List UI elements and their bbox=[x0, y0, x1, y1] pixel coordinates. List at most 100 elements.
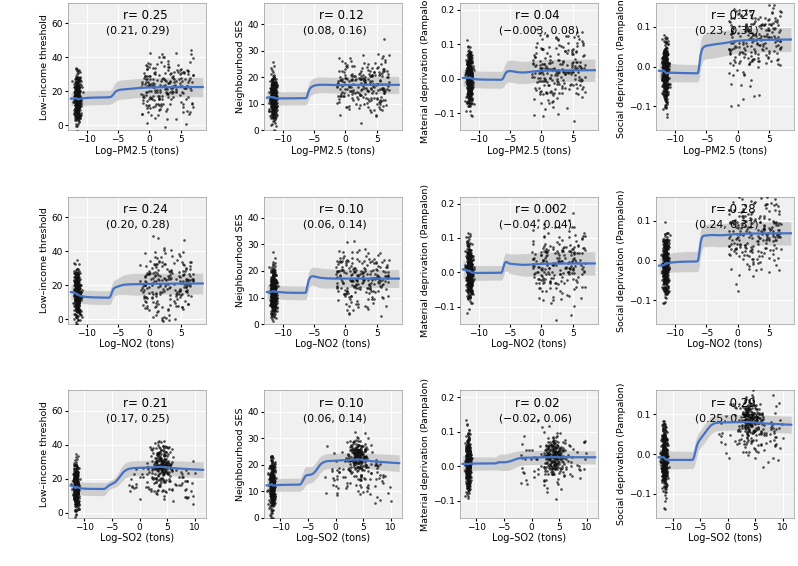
Point bbox=[463, 85, 476, 94]
Point bbox=[559, 263, 572, 272]
Point bbox=[72, 88, 85, 97]
Point bbox=[330, 281, 343, 290]
Point bbox=[68, 464, 81, 473]
Point bbox=[464, 286, 476, 295]
Point bbox=[464, 83, 476, 92]
Point bbox=[753, 417, 766, 426]
Point bbox=[271, 278, 284, 287]
Point bbox=[660, 471, 673, 480]
Point bbox=[265, 479, 278, 488]
Point bbox=[335, 274, 348, 283]
Point bbox=[352, 459, 365, 468]
Point bbox=[768, 194, 781, 203]
Point bbox=[737, 71, 750, 80]
Point bbox=[658, 266, 671, 275]
Point bbox=[660, 435, 673, 444]
Point bbox=[535, 76, 547, 85]
Point bbox=[462, 75, 475, 84]
Point bbox=[269, 306, 282, 315]
Point bbox=[70, 87, 83, 96]
Point bbox=[351, 433, 364, 442]
Point bbox=[155, 449, 168, 458]
Point bbox=[656, 483, 669, 492]
Point bbox=[353, 453, 365, 462]
Point bbox=[69, 498, 82, 507]
Point bbox=[71, 99, 84, 108]
Point bbox=[74, 80, 87, 89]
Point bbox=[461, 280, 474, 289]
Point bbox=[658, 66, 670, 75]
Point bbox=[548, 454, 561, 464]
Point bbox=[464, 63, 476, 72]
Point bbox=[462, 434, 475, 443]
Point bbox=[463, 468, 476, 477]
Point bbox=[73, 296, 85, 305]
Point bbox=[159, 249, 172, 258]
Point bbox=[173, 82, 186, 91]
Point bbox=[71, 302, 84, 311]
Point bbox=[73, 82, 85, 91]
Point bbox=[757, 224, 770, 233]
Point bbox=[266, 462, 279, 471]
Point bbox=[268, 295, 281, 305]
Point bbox=[266, 492, 279, 501]
Point bbox=[658, 445, 671, 454]
Point bbox=[271, 303, 283, 312]
Point bbox=[366, 298, 379, 307]
Point bbox=[658, 460, 670, 469]
Point bbox=[552, 250, 565, 259]
Point bbox=[659, 254, 672, 263]
Point bbox=[464, 291, 476, 301]
Point bbox=[461, 250, 474, 259]
Point bbox=[463, 75, 476, 84]
Point bbox=[185, 291, 198, 301]
Point bbox=[658, 439, 670, 448]
Point bbox=[267, 104, 280, 113]
Point bbox=[179, 477, 192, 486]
Point bbox=[751, 415, 764, 424]
Point bbox=[261, 486, 274, 495]
Point bbox=[72, 112, 85, 121]
Point bbox=[378, 89, 391, 98]
Point bbox=[70, 101, 83, 110]
Point bbox=[460, 251, 472, 260]
Point bbox=[142, 269, 155, 278]
Point bbox=[462, 78, 475, 87]
Point bbox=[377, 96, 389, 105]
Point bbox=[551, 280, 564, 289]
Point bbox=[155, 473, 168, 482]
Point bbox=[757, 248, 770, 258]
Point bbox=[267, 282, 280, 291]
Point bbox=[774, 61, 787, 70]
Point bbox=[353, 447, 365, 456]
Point bbox=[175, 98, 188, 107]
Point bbox=[658, 63, 670, 72]
Point bbox=[269, 284, 282, 293]
Point bbox=[660, 62, 673, 71]
Y-axis label: Neighbourhood SES: Neighbourhood SES bbox=[235, 408, 245, 501]
Point bbox=[72, 289, 85, 298]
Point bbox=[152, 462, 164, 471]
Point bbox=[268, 258, 281, 267]
Point bbox=[541, 454, 554, 463]
Point bbox=[68, 291, 81, 300]
Point bbox=[461, 438, 474, 447]
Point bbox=[352, 445, 365, 454]
Point bbox=[458, 247, 471, 256]
Point bbox=[766, 380, 779, 389]
Point bbox=[528, 52, 541, 61]
Point bbox=[658, 441, 671, 451]
Point bbox=[69, 284, 82, 293]
Point bbox=[156, 456, 168, 465]
Point bbox=[657, 439, 670, 448]
Point bbox=[461, 474, 474, 483]
Point bbox=[571, 277, 583, 286]
Point bbox=[70, 311, 83, 320]
Point bbox=[766, 453, 779, 462]
Point bbox=[265, 484, 278, 494]
Point bbox=[659, 275, 672, 284]
Point bbox=[659, 464, 672, 473]
Point bbox=[376, 258, 389, 267]
Point bbox=[70, 486, 83, 495]
Point bbox=[187, 276, 200, 285]
